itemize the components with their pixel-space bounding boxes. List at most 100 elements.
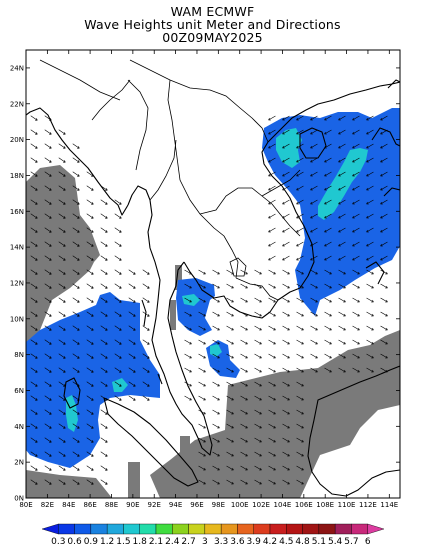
wave-direction-arrow	[58, 437, 66, 443]
wave-direction-arrow	[58, 479, 66, 485]
wave-direction-arrow	[380, 325, 388, 331]
wave-direction-arrow	[296, 423, 304, 429]
wave-direction-arrow	[128, 297, 136, 303]
colorbar-label: 3	[202, 537, 208, 547]
wave-direction-arrow	[310, 129, 318, 135]
wave-direction-arrow	[352, 157, 360, 163]
wave-direction-arrow	[324, 311, 332, 317]
wave-direction-arrow	[58, 451, 66, 457]
wave-direction-arrow	[324, 325, 332, 331]
wave-direction-arrow	[184, 395, 192, 401]
wave-direction-arrow	[310, 199, 318, 205]
wave-direction-arrow	[226, 465, 234, 471]
wave-direction-arrow	[86, 213, 94, 219]
wave-direction-arrow	[380, 241, 388, 247]
wave-direction-arrow	[282, 381, 290, 387]
wave-direction-arrow	[366, 171, 374, 177]
wave-direction-arrow	[44, 283, 52, 289]
lon-tick-label: 114E	[380, 501, 398, 509]
wave-direction-arrow	[296, 199, 304, 205]
wave-direction-arrow	[352, 353, 360, 359]
wave-direction-arrow	[254, 381, 262, 387]
wave-direction-arrow	[198, 283, 206, 289]
wave-direction-arrow	[296, 185, 304, 191]
wave-direction-arrow	[282, 129, 290, 135]
wave-direction-arrow	[324, 283, 332, 289]
wave-direction-arrow	[100, 325, 108, 331]
wave-direction-arrow	[338, 129, 346, 135]
wave-direction-arrow	[184, 325, 192, 331]
wave-direction-arrow	[380, 255, 388, 261]
wave-direction-arrow	[44, 395, 52, 401]
wave-direction-arrow	[142, 297, 150, 303]
wave-direction-arrow	[296, 227, 304, 233]
wave-direction-arrow	[44, 409, 52, 415]
wave-direction-arrow	[324, 339, 332, 345]
wave-direction-arrow	[282, 269, 290, 275]
wave-direction-arrow	[254, 395, 262, 401]
wave-direction-arrow	[240, 395, 248, 401]
wave-direction-arrow	[338, 311, 346, 317]
wave-direction-arrow	[310, 311, 318, 317]
wave-direction-arrow	[114, 367, 122, 373]
wave-direction-arrow	[296, 465, 304, 471]
wave-direction-arrow	[114, 199, 122, 205]
wave-direction-arrow	[338, 241, 346, 247]
wave-direction-arrow	[30, 213, 38, 219]
wave-direction-arrow	[100, 465, 108, 471]
wave-direction-arrow	[30, 115, 38, 121]
wave-direction-arrow	[254, 451, 262, 457]
wave-direction-arrow	[100, 311, 108, 317]
colorbar-cell	[139, 523, 157, 535]
wave-direction-arrow	[72, 241, 80, 247]
wave-direction-arrow	[44, 241, 52, 247]
wave-direction-arrow	[338, 115, 346, 121]
colorbar-label: 1.2	[100, 537, 114, 547]
wave-direction-arrow	[366, 157, 374, 163]
wave-direction-arrow	[128, 395, 136, 401]
wave-direction-arrow	[58, 241, 66, 247]
wave-direction-arrow	[268, 409, 276, 415]
wave-direction-arrow	[100, 255, 108, 261]
lat-tick-label: 4N	[14, 423, 24, 431]
wave-direction-arrow	[352, 241, 360, 247]
wave-direction-arrow	[268, 227, 276, 233]
wave-direction-arrow	[268, 185, 276, 191]
wave-direction-arrow	[282, 451, 290, 457]
wave-direction-arrow	[86, 241, 94, 247]
wave-direction-arrow	[310, 339, 318, 345]
wave-direction-arrow	[30, 409, 38, 415]
lat-tick-label: 2N	[14, 459, 24, 467]
wave-direction-arrow	[226, 395, 234, 401]
wave-direction-arrow	[86, 227, 94, 233]
colorbar-cell	[41, 523, 59, 535]
wave-direction-arrow	[72, 199, 80, 205]
wave-direction-arrow	[72, 185, 80, 191]
colorbar-label: 5.1	[312, 537, 326, 547]
wave-direction-arrow	[212, 297, 220, 303]
wave-direction-arrow	[30, 297, 38, 303]
wave-direction-arrow	[338, 283, 346, 289]
colorbar-label: 3.3	[214, 537, 228, 547]
wave-direction-arrow	[198, 395, 206, 401]
colorbar-cell	[172, 523, 189, 535]
wave-direction-arrow	[296, 409, 304, 415]
wave-direction-arrow	[296, 241, 304, 247]
wave-direction-arrow	[268, 283, 276, 289]
wave-direction-arrow	[72, 367, 80, 373]
wave-direction-arrow	[240, 283, 248, 289]
wave-direction-arrow	[100, 241, 108, 247]
wave-direction-arrow	[114, 213, 122, 219]
wave-direction-arrow	[128, 311, 136, 317]
wave-direction-arrow	[86, 381, 94, 387]
wave-direction-arrow	[380, 227, 388, 233]
wave-direction-arrow	[240, 353, 248, 359]
wave-direction-arrow	[380, 353, 388, 359]
colorbar-cell	[90, 523, 108, 535]
wave-direction-arrow	[58, 157, 66, 163]
wave-direction-arrow	[268, 297, 276, 303]
wave-direction-arrow	[100, 339, 108, 345]
wave-direction-arrow	[128, 269, 136, 275]
wave-direction-arrow	[282, 157, 290, 163]
wave-direction-arrow	[296, 297, 304, 303]
